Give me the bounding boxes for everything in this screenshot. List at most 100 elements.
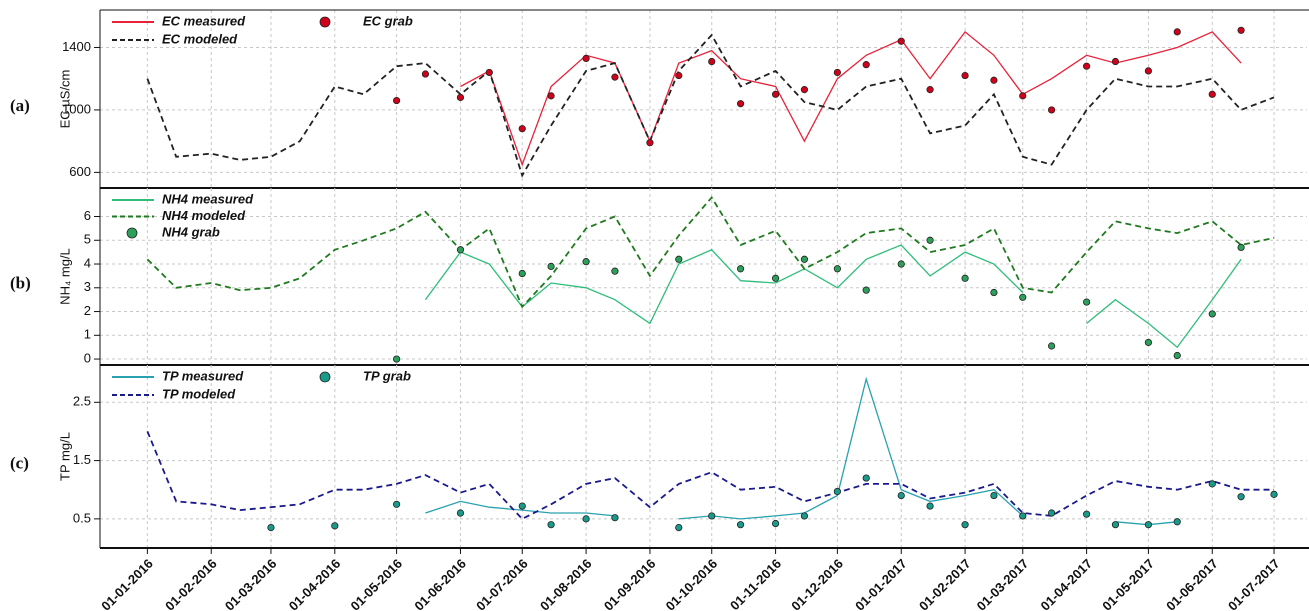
- grab-point: [582, 54, 590, 63]
- series-line: [146, 33, 1275, 178]
- grab-point: [736, 265, 745, 273]
- grab-point: [961, 274, 969, 282]
- series-line: [425, 376, 1178, 526]
- grab-point: [456, 509, 465, 517]
- grab-point: [1083, 62, 1091, 70]
- legend-swatch: [319, 16, 331, 28]
- grab-point: [456, 93, 465, 102]
- legend-label: NH4 modeled: [162, 208, 246, 223]
- grab-point: [990, 288, 998, 297]
- grab-point: [1144, 338, 1153, 347]
- panel-label: (b): [10, 273, 31, 292]
- grab-point: [675, 71, 683, 80]
- x-tick-label: 01-01-2016: [98, 556, 156, 611]
- grab-point: [833, 68, 841, 77]
- grab-point: [456, 246, 465, 254]
- grab-point: [1270, 490, 1278, 498]
- y-tick-label: 600: [69, 164, 91, 179]
- grab-point: [862, 61, 870, 69]
- grab-point: [485, 68, 493, 77]
- y-tick-label: 0: [84, 350, 91, 365]
- x-tick-label: 01-02-2017: [916, 556, 974, 611]
- x-tick-label: 01-04-2017: [1038, 556, 1096, 611]
- grab-point: [990, 491, 998, 500]
- grab-point: [518, 502, 526, 510]
- grab-point: [1047, 342, 1056, 350]
- y-tick-label: 5: [84, 232, 91, 247]
- x-tick-label: 01-02-2016: [162, 556, 220, 611]
- grab-point: [1019, 92, 1027, 100]
- grab-point: [800, 86, 809, 94]
- grab-point: [1083, 298, 1091, 306]
- grab-point: [675, 255, 683, 263]
- grab-point: [771, 90, 780, 98]
- series-line: [146, 431, 1274, 521]
- y-axis-label: NH₄ mg/L: [57, 248, 72, 305]
- grab-point: [1208, 480, 1216, 488]
- grab-point: [862, 474, 870, 482]
- y-axis-label: EC µS/cm: [57, 70, 72, 129]
- grab-point: [582, 258, 590, 266]
- grab-point: [1047, 106, 1056, 114]
- panel-label: (a): [10, 96, 30, 115]
- grab-point: [393, 500, 401, 508]
- grab-point: [393, 355, 401, 363]
- grab-point: [1237, 243, 1245, 251]
- grab-point: [518, 125, 526, 133]
- grab-point: [771, 519, 780, 528]
- grab-point: [547, 521, 555, 529]
- grab-point: [1173, 351, 1181, 360]
- x-tick-label: 01-01-2017: [852, 556, 910, 611]
- grab-point: [1144, 521, 1153, 529]
- y-tick-label: 2: [84, 303, 91, 318]
- legend-label: EC modeled: [162, 31, 238, 46]
- grab-point: [771, 274, 780, 282]
- grab-point: [611, 514, 619, 522]
- grab-point: [421, 70, 430, 78]
- y-tick-label: 1.5: [73, 452, 91, 467]
- grab-point: [611, 267, 619, 275]
- grab-point: [833, 265, 841, 273]
- grab-point: [547, 262, 555, 271]
- y-tick-label: 3: [84, 279, 91, 294]
- grab-point: [611, 73, 619, 81]
- grab-point: [736, 100, 745, 108]
- grab-point: [1173, 518, 1181, 526]
- grab-point: [736, 521, 745, 529]
- panel-label: (c): [10, 453, 29, 472]
- y-tick-label: 2.5: [73, 394, 91, 409]
- series-line: [460, 30, 1242, 167]
- x-tick-label: 01-04-2016: [286, 556, 344, 611]
- grab-point: [1144, 67, 1153, 75]
- grab-point: [582, 515, 590, 523]
- grab-point: [547, 92, 555, 100]
- grab-point: [1111, 521, 1120, 529]
- y-axis-label: TP mg/L: [57, 432, 72, 481]
- grab-point: [862, 286, 870, 294]
- grab-point: [800, 255, 809, 263]
- x-tick-label: 01-03-2016: [222, 556, 280, 611]
- grab-point: [1019, 512, 1027, 520]
- grab-point: [926, 86, 934, 94]
- x-tick-label: 01-12-2016: [788, 556, 846, 611]
- grab-point: [961, 71, 969, 80]
- y-tick-label: 1400: [62, 39, 91, 54]
- x-tick-label: 01-03-2017: [974, 556, 1032, 611]
- grab-point: [1083, 510, 1091, 518]
- y-tick-label: 1000: [62, 101, 91, 116]
- x-tick-label: 01-07-2016: [473, 556, 531, 611]
- legend-label: EC grab: [363, 13, 413, 28]
- x-tick-label: 01-06-2016: [411, 556, 469, 611]
- legend-label: TP measured: [162, 368, 244, 383]
- grab-point: [518, 269, 526, 278]
- grab-point: [1111, 57, 1120, 66]
- grab-point: [897, 260, 905, 268]
- x-tick-label: 01-11-2016: [727, 556, 784, 611]
- x-tick-label: 01-05-2016: [348, 556, 406, 611]
- grab-point: [1208, 90, 1216, 98]
- legend-label: NH4 measured: [162, 191, 254, 206]
- x-tick-label: 01-07-2017: [1225, 556, 1283, 611]
- x-tick-label: 01-05-2017: [1099, 556, 1157, 611]
- series-line: [146, 195, 1275, 309]
- grab-point: [961, 521, 969, 529]
